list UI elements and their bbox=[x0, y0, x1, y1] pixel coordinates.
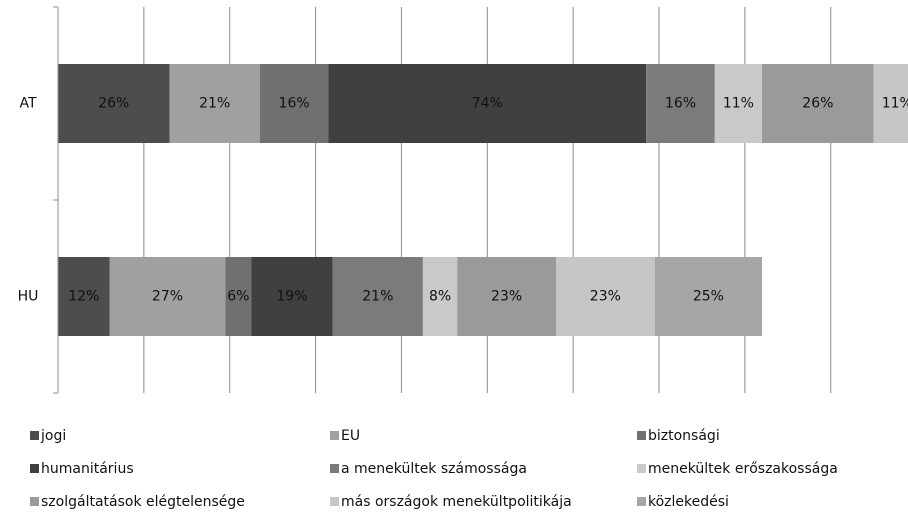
legend-swatch bbox=[330, 464, 339, 473]
bar-segment bbox=[109, 257, 226, 336]
bar-segment bbox=[457, 257, 556, 336]
legend-label: EU bbox=[341, 428, 360, 444]
legend-swatch bbox=[637, 497, 646, 506]
legend-swatch bbox=[30, 431, 39, 440]
legend-swatch bbox=[330, 431, 339, 440]
data-label: 26% bbox=[98, 96, 129, 112]
legend-swatch bbox=[330, 497, 339, 506]
legend-label: biztonsági bbox=[648, 428, 720, 444]
bar-segment bbox=[259, 64, 329, 143]
legend-label: szolgáltatások elégtelensége bbox=[41, 494, 245, 510]
data-label: 12% bbox=[68, 289, 99, 305]
y-tick-label: HU bbox=[18, 289, 39, 305]
data-label: 11% bbox=[882, 96, 908, 112]
legend-label: más országok menekültpolitikája bbox=[341, 494, 572, 510]
legend-label: közlekedési bbox=[648, 494, 729, 510]
bar-segment bbox=[422, 257, 458, 336]
bar-segment bbox=[225, 257, 252, 336]
bar-segment bbox=[251, 257, 333, 336]
data-label: 19% bbox=[276, 289, 307, 305]
data-label: 21% bbox=[362, 289, 393, 305]
data-label: 8% bbox=[429, 289, 451, 305]
data-label: 23% bbox=[590, 289, 621, 305]
bar-segment bbox=[58, 257, 110, 336]
data-label: 27% bbox=[152, 289, 183, 305]
data-label: 23% bbox=[491, 289, 522, 305]
data-label: 21% bbox=[199, 96, 230, 112]
legend-swatch bbox=[637, 431, 646, 440]
bar-segment bbox=[328, 64, 647, 143]
legend-label: menekültek erőszakossága bbox=[648, 461, 838, 477]
legend-label: jogi bbox=[40, 428, 66, 444]
legend-swatch bbox=[637, 464, 646, 473]
bar-segment bbox=[646, 64, 715, 143]
data-label: 6% bbox=[227, 289, 249, 305]
bar-segment bbox=[555, 257, 655, 336]
bar-segment bbox=[873, 64, 908, 143]
legend-label: a menekültek számossága bbox=[341, 461, 527, 477]
bar-segment bbox=[714, 64, 763, 143]
data-label: 26% bbox=[802, 96, 833, 112]
data-label: 25% bbox=[693, 289, 724, 305]
data-label: 11% bbox=[723, 96, 754, 112]
bar-segment bbox=[654, 257, 763, 336]
data-label: 16% bbox=[665, 96, 696, 112]
legend-label: humanitárius bbox=[41, 461, 134, 477]
bar-segment bbox=[58, 64, 170, 143]
bar-segment bbox=[169, 64, 260, 143]
data-label: 74% bbox=[472, 96, 503, 112]
y-tick-label: AT bbox=[19, 96, 36, 112]
legend-swatch bbox=[30, 464, 39, 473]
data-label: 16% bbox=[279, 96, 310, 112]
bar-segment bbox=[332, 257, 423, 336]
bar-segment bbox=[762, 64, 874, 143]
legend-swatch bbox=[30, 497, 39, 506]
